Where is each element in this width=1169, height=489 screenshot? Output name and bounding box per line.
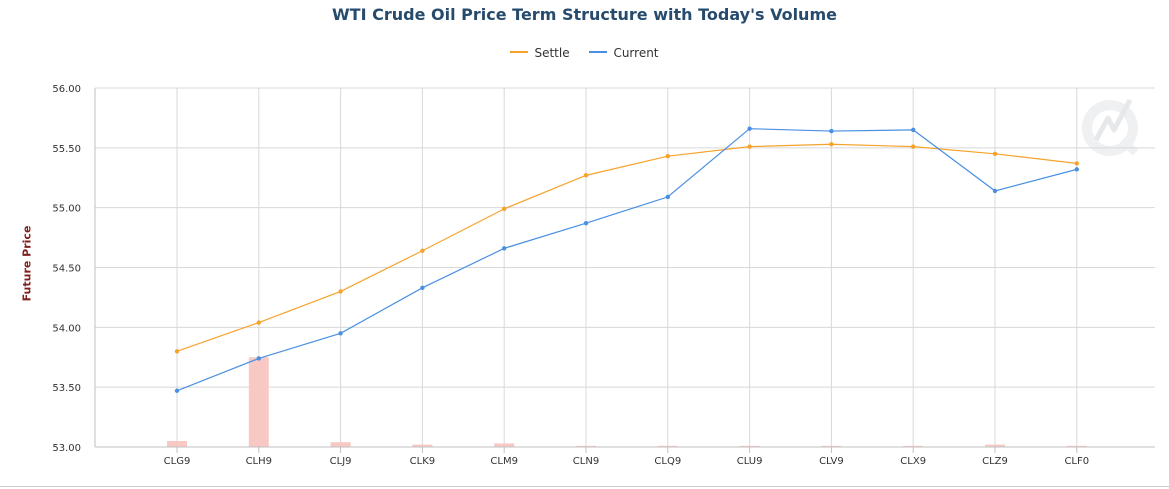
volume-bar (903, 445, 924, 447)
volume-bar (985, 444, 1005, 447)
data-point-current (502, 246, 507, 251)
volume-bar (494, 443, 515, 447)
data-point-settle (256, 320, 261, 325)
x-tick-label: CLV9 (819, 456, 844, 467)
volume-bar (821, 445, 842, 447)
x-tick-label: CLH9 (246, 456, 272, 467)
volume-bar (330, 442, 351, 447)
data-point-current (174, 388, 180, 393)
x-tick-label: CLK9 (410, 456, 435, 467)
y-tick-label: 53.00 (52, 443, 81, 454)
data-point-settle (420, 248, 425, 253)
y-tick-label: 55.00 (52, 204, 81, 215)
data-point-current (747, 126, 752, 131)
bottom-divider (0, 486, 1169, 487)
data-point-current (911, 127, 916, 133)
data-point-settle (665, 154, 670, 159)
y-tick-label: 54.50 (52, 264, 81, 275)
data-point-current (992, 188, 998, 194)
data-point-current (338, 331, 343, 336)
volume-bar (576, 445, 596, 447)
x-tick-label: CLN9 (573, 456, 599, 467)
data-point-settle (829, 142, 834, 147)
x-tick-label: CLU9 (737, 456, 763, 467)
data-point-settle (174, 349, 180, 354)
x-tick-label: CLJ9 (330, 456, 352, 467)
legend: Settle Current (0, 46, 1169, 60)
data-point-settle (583, 173, 589, 178)
volume-bar (1066, 445, 1087, 447)
data-point-settle (992, 151, 998, 157)
watermark-logo-icon (1082, 98, 1139, 156)
legend-swatch-settle (510, 50, 529, 53)
data-point-settle (747, 144, 752, 149)
chart-title: WTI Crude Oil Price Term Structure with … (332, 5, 837, 24)
data-point-settle (502, 206, 507, 212)
y-tick-label: 53.50 (52, 383, 81, 394)
data-point-settle (1074, 161, 1080, 166)
x-tick-label: CLX9 (900, 456, 926, 467)
volume-bar (167, 441, 187, 447)
y-tick-label: 55.50 (52, 144, 81, 155)
legend-label-current: Current (613, 46, 659, 60)
volume-bar (248, 357, 269, 447)
series-line-settle (176, 143, 1077, 352)
data-point-current (665, 194, 670, 200)
legend-item-settle[interactable]: Settle (510, 46, 570, 60)
data-point-settle (911, 144, 916, 149)
legend-item-current[interactable]: Current (589, 46, 659, 60)
data-point-current (1074, 167, 1080, 172)
legend-label-settle: Settle (534, 46, 570, 60)
legend-swatch-current (589, 50, 608, 53)
series-line-current (176, 128, 1077, 392)
y-tick-label: 54.00 (52, 323, 81, 334)
volume-bar (657, 445, 678, 447)
x-tick-label: CLQ9 (654, 456, 681, 467)
y-tick-label: 56.00 (52, 84, 81, 95)
data-point-current (829, 128, 834, 134)
data-point-settle (338, 289, 343, 294)
volume-bar (739, 445, 760, 447)
data-point-current (420, 285, 425, 291)
x-tick-label: CLF0 (1064, 456, 1089, 467)
data-point-current (256, 356, 261, 361)
x-tick-label: CLM9 (490, 456, 518, 467)
x-tick-label: CLG9 (164, 456, 191, 467)
volume-bar (412, 444, 433, 447)
x-tick-label: CLZ9 (982, 456, 1008, 467)
data-point-current (583, 221, 589, 226)
